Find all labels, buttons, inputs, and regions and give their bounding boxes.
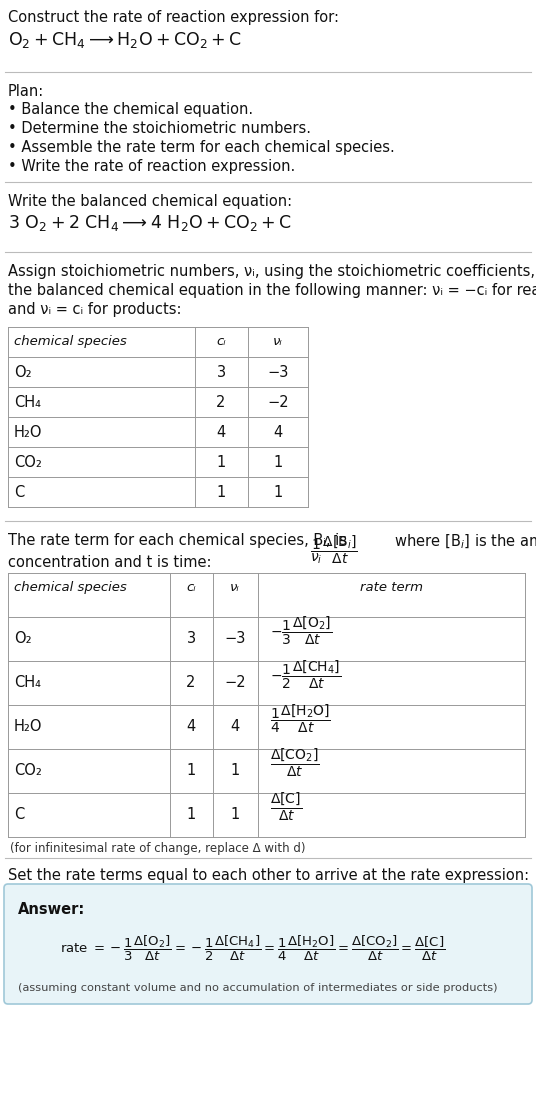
Text: • Determine the stoichiometric numbers.: • Determine the stoichiometric numbers. (8, 121, 311, 136)
Text: $\dfrac{\Delta[\mathrm{CO_2}]}{\Delta t}$: $\dfrac{\Delta[\mathrm{CO_2}]}{\Delta t}… (270, 747, 319, 780)
Text: 4: 4 (217, 425, 226, 440)
Text: the balanced chemical equation in the following manner: νᵢ = −cᵢ for reactants: the balanced chemical equation in the fo… (8, 283, 536, 298)
Text: 1: 1 (273, 485, 282, 500)
Text: Assign stoichiometric numbers, νᵢ, using the stoichiometric coefficients, cᵢ, fr: Assign stoichiometric numbers, νᵢ, using… (8, 264, 536, 279)
Text: $\dfrac{\Delta[\mathrm{C}]}{\Delta t}$: $\dfrac{\Delta[\mathrm{C}]}{\Delta t}$ (270, 791, 302, 824)
Text: (assuming constant volume and no accumulation of intermediates or side products): (assuming constant volume and no accumul… (18, 983, 497, 993)
Text: CO₂: CO₂ (14, 455, 42, 470)
Text: Set the rate terms equal to each other to arrive at the rate expression:: Set the rate terms equal to each other t… (8, 869, 529, 883)
Text: • Write the rate of reaction expression.: • Write the rate of reaction expression. (8, 159, 295, 173)
Text: CH₄: CH₄ (14, 395, 41, 410)
Text: C: C (14, 485, 24, 500)
Text: 1: 1 (187, 763, 196, 778)
Text: 3: 3 (217, 365, 226, 380)
Text: 3: 3 (187, 631, 196, 646)
Text: C: C (14, 807, 24, 822)
Text: 1: 1 (273, 455, 282, 470)
Text: and νᵢ = cᵢ for products:: and νᵢ = cᵢ for products: (8, 302, 182, 317)
Text: chemical species: chemical species (14, 335, 126, 348)
Text: chemical species: chemical species (14, 581, 126, 594)
Text: O₂: O₂ (14, 365, 32, 380)
Text: $\dfrac{1}{\nu_i}\dfrac{\Delta[\mathrm{B}_i]}{\Delta t}$: $\dfrac{1}{\nu_i}\dfrac{\Delta[\mathrm{B… (310, 533, 358, 565)
Text: rate $= -\dfrac{1}{3}\dfrac{\Delta[\mathrm{O_2}]}{\Delta t} = -\dfrac{1}{2}\dfra: rate $= -\dfrac{1}{3}\dfrac{\Delta[\math… (60, 934, 445, 963)
Text: rate term: rate term (360, 581, 422, 594)
Text: H₂O: H₂O (14, 425, 42, 440)
Text: concentration and t is time:: concentration and t is time: (8, 554, 212, 570)
Text: where [B$_i$] is the amount: where [B$_i$] is the amount (390, 533, 536, 551)
Text: CO₂: CO₂ (14, 763, 42, 778)
Text: Answer:: Answer: (18, 901, 85, 917)
Text: cᵢ: cᵢ (216, 335, 226, 348)
Text: • Balance the chemical equation.: • Balance the chemical equation. (8, 102, 253, 117)
Text: 2: 2 (187, 675, 196, 690)
Text: 1: 1 (230, 763, 240, 778)
Text: Plan:: Plan: (8, 85, 44, 99)
Text: 1: 1 (230, 807, 240, 822)
Text: The rate term for each chemical species, Bᵢ, is: The rate term for each chemical species,… (8, 533, 352, 548)
Text: νᵢ: νᵢ (230, 581, 240, 594)
Text: $-\dfrac{1}{3}\dfrac{\Delta[\mathrm{O_2}]}{\Delta t}$: $-\dfrac{1}{3}\dfrac{\Delta[\mathrm{O_2}… (270, 615, 332, 647)
Text: 4: 4 (230, 719, 240, 733)
Text: CH₄: CH₄ (14, 675, 41, 690)
Text: νᵢ: νᵢ (273, 335, 283, 348)
Text: $-\dfrac{1}{2}\dfrac{\Delta[\mathrm{CH_4}]}{\Delta t}$: $-\dfrac{1}{2}\dfrac{\Delta[\mathrm{CH_4… (270, 659, 341, 691)
Text: 1: 1 (187, 807, 196, 822)
Text: H₂O: H₂O (14, 719, 42, 733)
Text: 1: 1 (217, 455, 226, 470)
Text: O₂: O₂ (14, 631, 32, 646)
Text: • Assemble the rate term for each chemical species.: • Assemble the rate term for each chemic… (8, 141, 394, 155)
Text: 4: 4 (273, 425, 282, 440)
Text: $\mathrm{O_2 + CH_4 \longrightarrow H_2O + CO_2 + C}$: $\mathrm{O_2 + CH_4 \longrightarrow H_2O… (8, 30, 242, 51)
Text: 4: 4 (187, 719, 196, 733)
Text: $\dfrac{1}{4}\dfrac{\Delta[\mathrm{H_2O}]}{\Delta t}$: $\dfrac{1}{4}\dfrac{\Delta[\mathrm{H_2O}… (270, 703, 331, 736)
Text: −3: −3 (267, 365, 289, 380)
Text: −3: −3 (224, 631, 245, 646)
Text: (for infinitesimal rate of change, replace Δ with d): (for infinitesimal rate of change, repla… (10, 842, 306, 855)
Text: 2: 2 (217, 395, 226, 410)
Text: Construct the rate of reaction expression for:: Construct the rate of reaction expressio… (8, 10, 339, 25)
Text: −2: −2 (224, 675, 246, 690)
Text: 1: 1 (217, 485, 226, 500)
FancyBboxPatch shape (4, 884, 532, 1004)
Text: $\mathrm{3\ O_2 + 2\ CH_4 \longrightarrow 4\ H_2O + CO_2 + C}$: $\mathrm{3\ O_2 + 2\ CH_4 \longrightarro… (8, 213, 292, 233)
Text: cᵢ: cᵢ (186, 581, 196, 594)
Text: Write the balanced chemical equation:: Write the balanced chemical equation: (8, 194, 292, 209)
Text: −2: −2 (267, 395, 289, 410)
